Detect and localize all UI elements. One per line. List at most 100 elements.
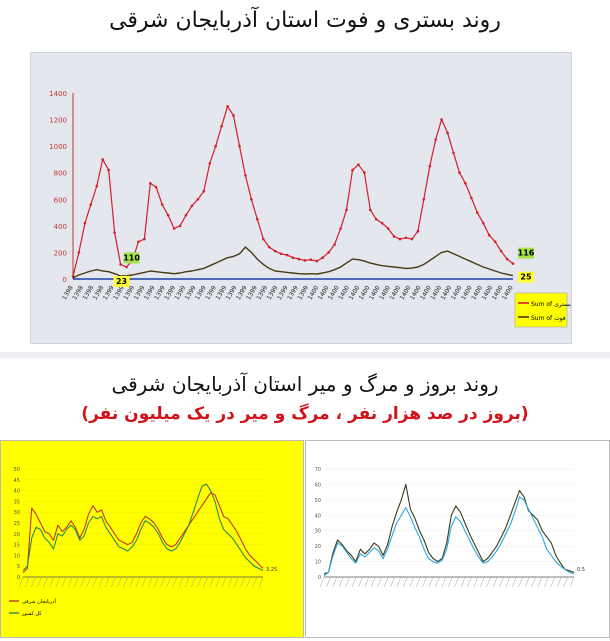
x-tick-mark (68, 576, 73, 588)
hospitalization-series-point (202, 190, 206, 193)
y-tick-label: 800 (54, 170, 67, 178)
x-tick-mark (319, 576, 325, 588)
x-tick-mark (435, 576, 440, 588)
x-tick-mark (371, 576, 376, 588)
hospitalization-series-point (208, 162, 212, 165)
x-tick-mark (512, 576, 517, 588)
hospitalization-series-point (309, 258, 313, 261)
hospitalization-series-point (440, 118, 443, 121)
hospitalization-series-point (160, 203, 164, 206)
hospitalization-series-point (178, 224, 182, 228)
series-line-2 (323, 496, 575, 576)
hospitalization-series-point (297, 257, 301, 261)
x-tick-mark (556, 576, 562, 588)
x-tick-mark (390, 576, 395, 588)
x-tick-label: 1400 (501, 284, 515, 301)
hospitalization-series-point (238, 144, 241, 148)
annotation-box (123, 252, 140, 264)
hospitalization-series-point (101, 158, 104, 161)
y-tick-label: 20 (14, 532, 20, 538)
hospitalization-series-point (428, 164, 432, 168)
x-tick-mark (467, 576, 472, 588)
x-tick-mark (135, 576, 141, 588)
x-tick-mark (228, 576, 233, 588)
hospitalization-series-point (410, 237, 414, 241)
hospitalization-series-point (380, 221, 384, 225)
x-tick-mark (184, 576, 190, 588)
y-tick-label: 30 (315, 529, 321, 535)
legend-label: Sum of بستری (531, 301, 571, 308)
series-line-1 (22, 492, 264, 574)
hospitalization-series-point (416, 229, 420, 233)
x-tick-mark (117, 576, 122, 588)
hospitalization-series-point (279, 252, 283, 256)
x-tick-mark (518, 576, 523, 588)
x-tick-mark (18, 576, 24, 588)
x-tick-mark (332, 576, 338, 588)
x-tick-mark (403, 576, 408, 588)
annotation-box (113, 275, 130, 287)
hospitalization-series-point (137, 240, 140, 244)
y-tick-label: 0 (17, 575, 20, 581)
x-tick-mark (345, 576, 350, 588)
legend-label: کل کشور (21, 611, 42, 617)
hospitalization-series-point (374, 217, 378, 221)
y-tick-label: 40 (14, 489, 20, 495)
x-tick-mark (191, 576, 196, 588)
x-tick-mark (55, 576, 61, 588)
y-tick-label: 25 (14, 521, 20, 527)
hospitalization-series-point (452, 151, 455, 155)
x-tick-mark (409, 576, 414, 588)
x-tick-mark (104, 576, 110, 588)
x-tick-mark (358, 576, 363, 588)
chart2-svg: 0 5 10 15 20 25 30 35 40 45 50 3.25 آذربایجان شرقی کل… (9, 467, 277, 617)
hospitalization-series-point (333, 243, 336, 246)
hospitalization-series-point (446, 131, 449, 135)
end-value-label: 3.25 (266, 567, 277, 573)
y-tick-label: 35 (14, 499, 20, 505)
x-tick-mark (544, 576, 549, 588)
hospitalization-series-point (404, 236, 408, 240)
hospitalization-series-point (267, 245, 271, 249)
x-tick-mark (377, 576, 382, 588)
y-tick-label: 10 (315, 560, 321, 566)
hospitalization-series-point (95, 184, 99, 188)
x-tick-mark (197, 576, 202, 588)
y-tick-label: 30 (14, 510, 20, 516)
x-tick-mark (383, 576, 389, 588)
x-tick-mark (492, 576, 498, 588)
bottom-charts-subtitle: (بروز در صد هزار نفر ، مرگ و میر در یک م… (81, 404, 529, 424)
x-tick-mark (569, 576, 575, 588)
hospitalization-series-point (511, 262, 515, 265)
hospitalization-series-point (119, 263, 122, 266)
hospitalization-series-point (386, 227, 390, 230)
x-tick-mark (473, 576, 479, 588)
x-tick-mark (43, 576, 48, 588)
hospitalization-series-point (184, 213, 188, 217)
hospitalization-series-point (499, 249, 503, 253)
hospitalization-series-point (214, 144, 217, 148)
hospitalization-series-point (256, 217, 259, 221)
x-tick-mark (203, 576, 208, 588)
hospitalization-series-point (351, 168, 354, 172)
hospitalization-series-point (487, 233, 491, 237)
y-tick-label: 50 (14, 467, 20, 473)
y-tick-label: 15 (14, 543, 20, 549)
y-tick-label: 40 (315, 513, 321, 519)
x-tick-mark (240, 576, 245, 588)
top-panel: روند بستری و فوت استان آذربایجان شرقی 0 2… (30, 8, 572, 344)
hospitalization-series-point (482, 221, 485, 225)
x-tick-mark (499, 576, 504, 588)
hospitalization-series-point (89, 203, 93, 206)
hospitalization-series-point (458, 171, 461, 174)
hospitalization-series-point (345, 208, 348, 212)
x-tick-mark (448, 576, 453, 588)
hospitalization-series-point (143, 237, 146, 241)
hospitalization-death-chart: 0 200 400 600 800 1000 1200 1400 1398 1398 1398 139… (30, 52, 572, 344)
y-tick-label: 1400 (49, 90, 67, 98)
hospitalization-series-point (285, 253, 289, 257)
y-tick-label: 0 (63, 276, 67, 284)
x-tick-mark (172, 576, 178, 588)
hospitalization-series-point (369, 208, 372, 212)
x-tick-mark (531, 576, 536, 588)
